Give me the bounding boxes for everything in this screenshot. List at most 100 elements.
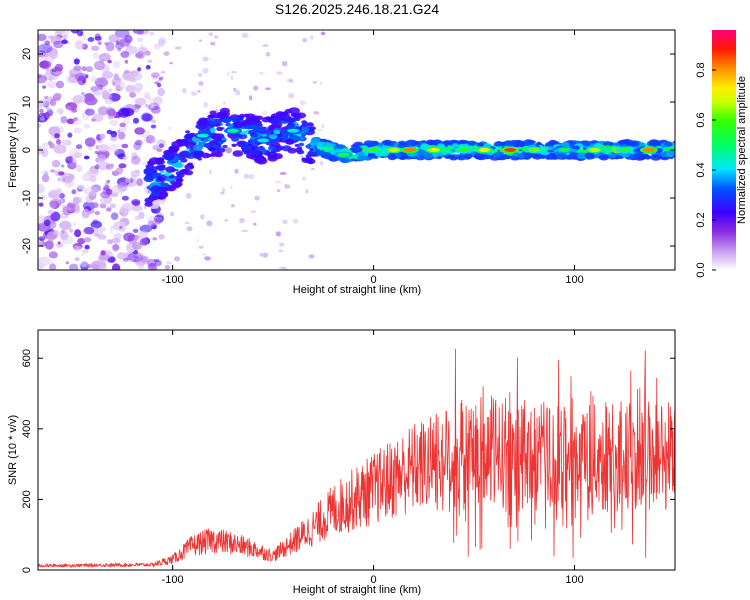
heatmap-cell	[62, 204, 66, 210]
heatmap-cell	[672, 141, 675, 144]
heatmap-cell	[216, 144, 222, 148]
heatmap-cell	[134, 97, 147, 106]
heatmap-cell	[41, 142, 49, 149]
heatmap-cell	[50, 169, 56, 173]
heatmap-cell	[74, 257, 80, 262]
heatmap-cell	[149, 32, 154, 36]
heatmap-cell	[294, 143, 300, 147]
heatmap-cell	[71, 189, 77, 195]
heatmap-cell	[301, 122, 310, 127]
heatmap-cell	[51, 160, 61, 168]
heatmap-cell	[182, 87, 187, 94]
heatmap-cell	[174, 168, 179, 172]
heatmap-cell	[650, 153, 662, 161]
heatmap-cell	[111, 192, 119, 198]
colorbar: 0.0 0.2 0.4 0.6 0.8 Normalized spectral ampl…	[695, 30, 748, 278]
heatmap-cell	[153, 96, 163, 105]
heatmap-cell	[224, 219, 228, 222]
heatmap-cell	[242, 145, 253, 151]
heatmap-cell	[230, 71, 238, 74]
colorbar-tick-label: 0.2	[695, 212, 707, 227]
heatmap-cell	[154, 221, 161, 226]
y-tick-label: 400	[21, 420, 33, 438]
heatmap-cell	[123, 232, 136, 242]
heatmap-cell	[65, 102, 78, 111]
heatmap-cell	[69, 157, 78, 167]
heatmap-cell	[258, 71, 265, 75]
heatmap-cell	[140, 43, 144, 48]
heatmap-cell	[286, 117, 296, 123]
colorbar-tick-label: 0.6	[695, 112, 707, 127]
heatmap-cell	[197, 72, 203, 78]
heatmap-cell	[200, 214, 205, 220]
heatmap-cell	[467, 140, 477, 146]
heatmap-cell	[147, 262, 157, 270]
heatmap-cell	[118, 124, 127, 134]
heatmap-cell	[193, 153, 202, 159]
heatmap-cell	[115, 40, 120, 45]
heatmap-cell	[46, 81, 58, 89]
heatmap-cell	[132, 117, 140, 124]
heatmap-cell	[50, 66, 63, 77]
heatmap-cell	[310, 34, 314, 41]
heatmap-cell	[123, 252, 136, 260]
heatmap-cell	[122, 116, 130, 125]
x-tick-label: 0	[371, 274, 377, 286]
heatmap-cell	[158, 76, 164, 81]
heatmap-cell	[667, 149, 675, 156]
heatmap-cell	[523, 152, 532, 158]
heatmap-cell	[227, 71, 230, 77]
heatmap-cell	[489, 152, 495, 155]
heatmap-cell	[135, 169, 140, 173]
heatmap-cell	[144, 93, 151, 100]
heatmap-cell	[57, 241, 61, 245]
heatmap-cell	[219, 107, 230, 114]
heatmap-cell	[74, 40, 85, 50]
heatmap-cell	[139, 238, 149, 246]
heatmap-cell	[576, 150, 581, 154]
heatmap-cell	[261, 147, 266, 150]
heatmap-cell	[94, 77, 109, 88]
heatmap-cell	[210, 157, 214, 161]
heatmap-cell	[109, 203, 117, 209]
heatmap-cell	[75, 144, 83, 150]
heatmap-cell	[90, 264, 100, 270]
heatmap-cell	[38, 43, 53, 54]
heatmap-cell	[451, 143, 459, 148]
heatmap-cell	[239, 217, 245, 224]
heatmap-cell	[288, 93, 295, 99]
heatmap-cell	[582, 140, 592, 147]
heatmap-cell	[202, 253, 207, 256]
heatmap-cell	[60, 116, 68, 124]
heatmap-cell	[164, 153, 176, 160]
heatmap-cell	[208, 147, 216, 152]
heatmap-cell	[101, 71, 114, 79]
heatmap-cell	[39, 112, 43, 117]
heatmap-cell	[346, 158, 352, 162]
heatmap-cell	[558, 148, 571, 152]
heatmap-cell	[160, 71, 166, 74]
heatmap-cell	[66, 203, 76, 212]
heatmap-cell	[243, 173, 250, 179]
heatmap-cell	[133, 105, 140, 113]
heatmap-cell	[262, 44, 269, 47]
heatmap-cell	[137, 30, 144, 35]
heatmap-cell	[83, 123, 91, 129]
heatmap-cell	[38, 262, 46, 269]
heatmap-cell	[393, 143, 399, 146]
heatmap-cell	[166, 185, 176, 192]
heatmap-cell	[174, 181, 183, 187]
heatmap-cell	[203, 138, 210, 143]
heatmap-cell	[53, 144, 67, 154]
heatmap-cell	[87, 264, 92, 269]
heatmap-cell	[233, 87, 237, 92]
heatmap-cell	[528, 148, 541, 152]
heatmap-cell	[108, 34, 120, 43]
heatmap-cell	[105, 163, 114, 170]
heatmap-cell	[106, 107, 116, 117]
heatmap-cell	[197, 119, 209, 126]
heatmap-cell	[612, 142, 619, 146]
heatmap-cell	[310, 137, 321, 144]
heatmap-cell	[274, 180, 282, 184]
heatmap-cell	[117, 252, 126, 260]
